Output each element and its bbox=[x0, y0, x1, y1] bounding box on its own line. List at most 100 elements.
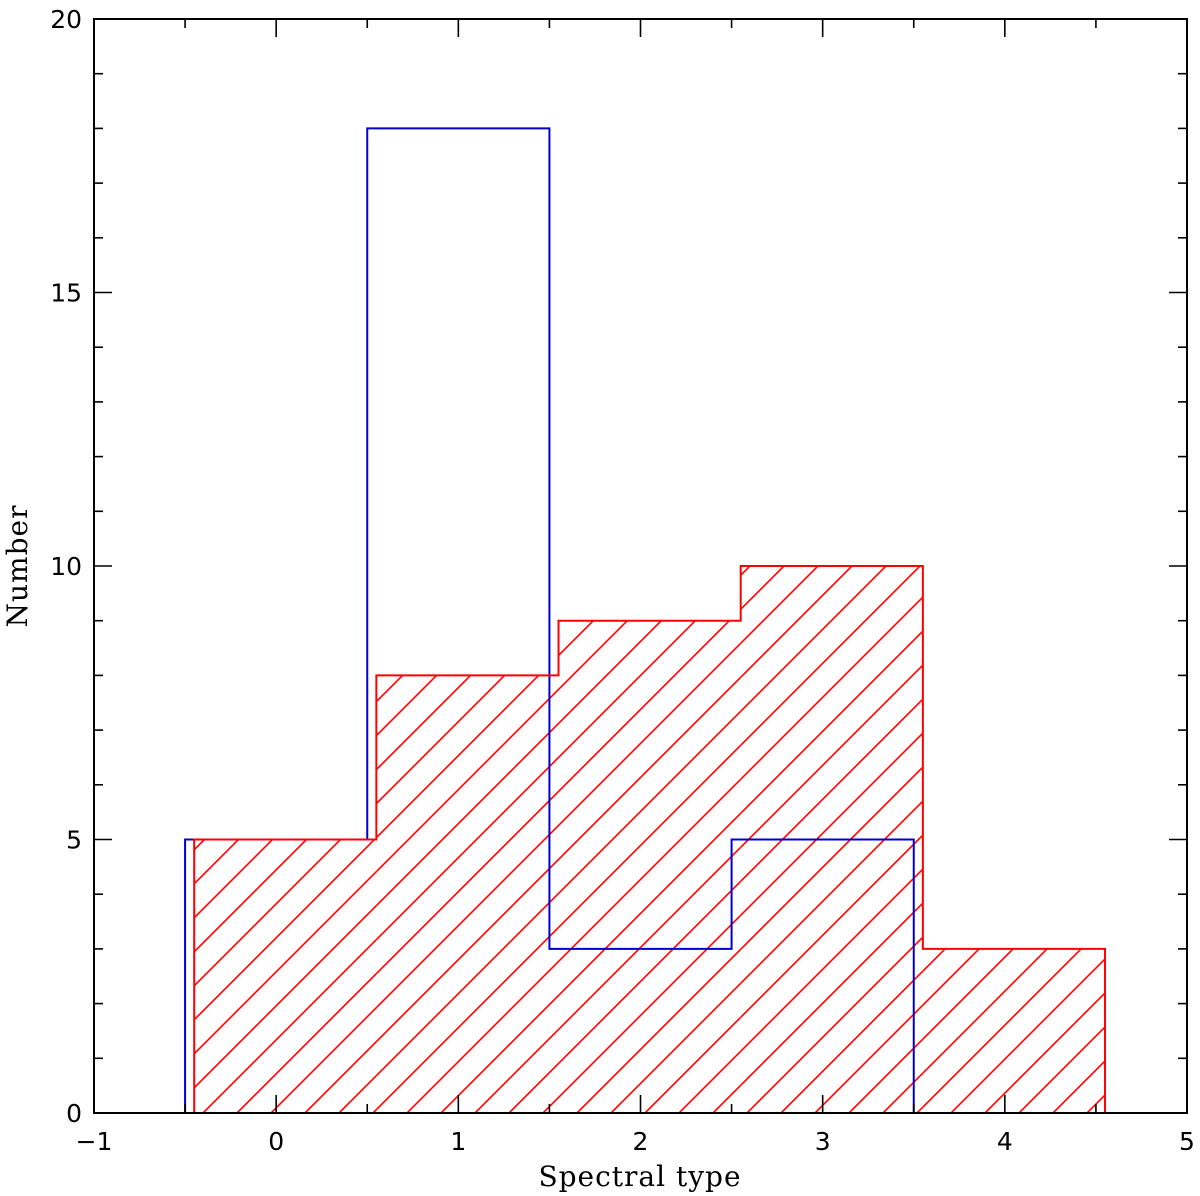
hatch-line bbox=[1034, 0, 1200, 1196]
hatch-line bbox=[740, 630, 923, 815]
hatch-line bbox=[558, 0, 1200, 1196]
hatch-line bbox=[966, 0, 1200, 1196]
hatch-line bbox=[0, 0, 258, 1196]
hatch-line bbox=[558, 0, 1200, 1196]
hatch-line bbox=[0, 0, 904, 1196]
hatch-line bbox=[1170, 0, 1200, 1196]
histogram-bar bbox=[194, 840, 376, 1114]
hatch-line bbox=[376, 790, 559, 975]
hatch-line bbox=[0, 0, 768, 1196]
hatch-line bbox=[14, 0, 1200, 1196]
hatch-line bbox=[0, 0, 360, 1196]
x-tick-label: 5 bbox=[1179, 1127, 1195, 1156]
hatch-line bbox=[694, 0, 1200, 1196]
hatch-line bbox=[0, 0, 428, 1196]
hatch-line bbox=[1085, 1093, 1106, 1113]
hatch-line bbox=[966, 0, 1200, 1196]
hatch-line bbox=[932, 0, 1200, 1196]
y-tick-label: 15 bbox=[50, 279, 82, 308]
hatch-line bbox=[932, 0, 1200, 1196]
hatch-line bbox=[1000, 0, 1200, 1196]
hatch-line bbox=[915, 1106, 923, 1113]
hatch-line bbox=[740, 800, 923, 985]
hatch-line bbox=[1000, 0, 1200, 1196]
hatch-line bbox=[0, 0, 258, 1196]
hatch-line bbox=[0, 0, 564, 1196]
hatch-line bbox=[922, 948, 1083, 1109]
hatch-line bbox=[0, 0, 1108, 1196]
hatch-line bbox=[932, 0, 1200, 1196]
hatch-line bbox=[0, 0, 836, 1196]
hatch-line bbox=[0, 0, 904, 1196]
hatch-line bbox=[0, 0, 326, 1196]
hatch-line bbox=[740, 902, 923, 1087]
hatch-line bbox=[932, 0, 1200, 1196]
hatch-line bbox=[740, 834, 923, 1019]
hatch-line bbox=[376, 688, 559, 873]
hatch-line bbox=[422, 0, 1200, 1196]
hatch-line bbox=[881, 1072, 923, 1113]
hatch-line bbox=[1170, 0, 1200, 1196]
hatch-line bbox=[0, 0, 972, 1196]
hatch-line bbox=[1068, 0, 1200, 1196]
x-axis-title: Spectral type bbox=[538, 1160, 741, 1193]
hatch-line bbox=[0, 0, 768, 1196]
hatch-line bbox=[1068, 0, 1200, 1196]
hatch-line bbox=[354, 0, 1200, 1196]
hatch-line bbox=[150, 0, 1200, 1196]
hatch-line bbox=[0, 0, 836, 1196]
hatch-line bbox=[740, 698, 923, 883]
hatch-line bbox=[1136, 0, 1200, 1196]
hatch-line bbox=[898, 0, 1200, 1196]
hatch-line bbox=[371, 1108, 377, 1113]
hatch-line bbox=[745, 936, 923, 1113]
hatch-line bbox=[48, 0, 1200, 1196]
y-tick-label: 0 bbox=[66, 1099, 82, 1128]
hatch-line bbox=[922, 948, 981, 1007]
hatch-line bbox=[0, 0, 768, 1196]
hatch-line bbox=[0, 0, 700, 1196]
hatch-line bbox=[558, 778, 741, 963]
hatch-line bbox=[0, 0, 700, 1196]
hatch-line bbox=[762, 0, 1200, 1196]
hatch-line bbox=[1170, 0, 1200, 1196]
hatch-line bbox=[1102, 0, 1200, 1196]
hatch-line bbox=[1102, 0, 1200, 1196]
hatch-line bbox=[0, 0, 360, 1196]
hatch-line bbox=[405, 960, 559, 1113]
hatch-line bbox=[0, 0, 496, 1196]
hatch-line bbox=[1136, 0, 1200, 1196]
hatch-line bbox=[0, 0, 1108, 1196]
hatch-line bbox=[541, 1096, 559, 1113]
hatch-line bbox=[0, 0, 972, 1196]
hatch-line bbox=[1170, 0, 1200, 1196]
hatch-line bbox=[558, 710, 741, 895]
hatch-line bbox=[0, 0, 564, 1196]
hatch-line bbox=[388, 0, 1200, 1196]
hatch-line bbox=[558, 846, 741, 1031]
hatch-line bbox=[558, 620, 663, 725]
hatch-line bbox=[0, 0, 326, 1196]
hatch-line bbox=[82, 0, 1200, 1196]
hatch-line bbox=[354, 0, 1200, 1196]
hatch-line bbox=[694, 0, 1200, 1196]
hatch-line bbox=[48, 0, 1200, 1196]
hatch-line bbox=[194, 870, 377, 1055]
hatch-line bbox=[966, 0, 1200, 1196]
hatch-line bbox=[740, 566, 888, 713]
hatch-line bbox=[740, 766, 923, 951]
